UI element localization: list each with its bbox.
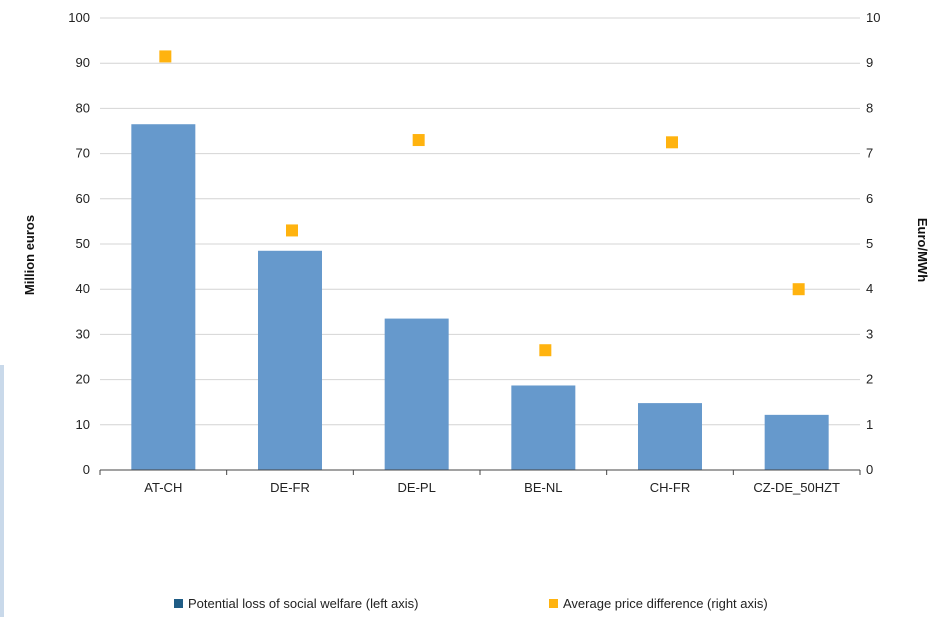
right-tick-label: 3 xyxy=(866,326,873,341)
price-marker xyxy=(412,134,425,147)
left-tick-label: 100 xyxy=(68,10,90,25)
right-tick-label: 0 xyxy=(866,462,873,477)
bar xyxy=(131,124,196,470)
left-tick-label: 50 xyxy=(76,236,90,251)
legend-swatch-bar xyxy=(174,599,183,608)
left-tick-label: 70 xyxy=(76,146,90,161)
legend-swatch-marker xyxy=(549,599,558,608)
left-edge-strip xyxy=(0,365,4,617)
x-tick-label: BE-NL xyxy=(524,480,562,495)
bar xyxy=(384,318,449,470)
price-marker xyxy=(159,50,172,63)
x-tick-label: CH-FR xyxy=(650,480,690,495)
right-tick-label: 6 xyxy=(866,191,873,206)
price-marker xyxy=(792,283,805,296)
legend-item-price: Average price difference (right axis) xyxy=(549,596,768,611)
price-marker xyxy=(666,136,678,149)
bars xyxy=(131,124,829,470)
bar xyxy=(258,250,322,470)
left-tick-label: 40 xyxy=(76,281,90,296)
left-axis-title: Million euros xyxy=(22,215,37,295)
right-tick-label: 2 xyxy=(866,372,873,387)
right-tick-label: 9 xyxy=(866,55,873,70)
legend-label-price: Average price difference (right axis) xyxy=(563,596,768,611)
price-markers xyxy=(159,50,805,357)
left-tick-label: 30 xyxy=(76,326,90,341)
right-tick-label: 10 xyxy=(866,10,880,25)
legend-label-welfare: Potential loss of social welfare (left a… xyxy=(188,596,419,611)
left-tick-label: 10 xyxy=(76,417,90,432)
bar xyxy=(764,414,829,470)
left-tick-label: 0 xyxy=(83,462,90,477)
x-tick-label: DE-FR xyxy=(270,480,310,495)
right-tick-label: 4 xyxy=(866,281,873,296)
right-tick-label: 5 xyxy=(866,236,873,251)
gridlines xyxy=(100,17,860,426)
left-tick-label: 20 xyxy=(76,372,90,387)
bar xyxy=(511,385,576,470)
left-tick-label: 80 xyxy=(76,100,90,115)
right-tick-label: 7 xyxy=(866,146,873,161)
right-axis-title: Euro/MWh xyxy=(915,218,930,282)
right-tick-label: 8 xyxy=(866,100,873,115)
right-tick-label: 1 xyxy=(866,417,873,432)
left-tick-label: 90 xyxy=(76,55,90,70)
x-tick-label: DE-PL xyxy=(398,480,436,495)
price-marker xyxy=(286,224,298,237)
bar xyxy=(638,403,702,470)
x-axis: AT-CH DE-FR DE-PL BE-NL CH-FR CZ-DE_50HZT xyxy=(99,469,861,495)
legend-item-welfare: Potential loss of social welfare (left a… xyxy=(174,596,418,611)
left-tick-label: 60 xyxy=(76,191,90,206)
x-tick-label: CZ-DE_50HZT xyxy=(753,480,840,495)
legend: Potential loss of social welfare (left a… xyxy=(0,596,937,616)
left-y-ticks: 0 10 20 30 40 50 60 70 80 90 100 xyxy=(68,10,90,477)
price-marker xyxy=(539,344,552,357)
x-tick-label: AT-CH xyxy=(144,480,182,495)
right-y-ticks: 0 1 2 3 4 5 6 7 8 9 10 xyxy=(866,10,880,477)
